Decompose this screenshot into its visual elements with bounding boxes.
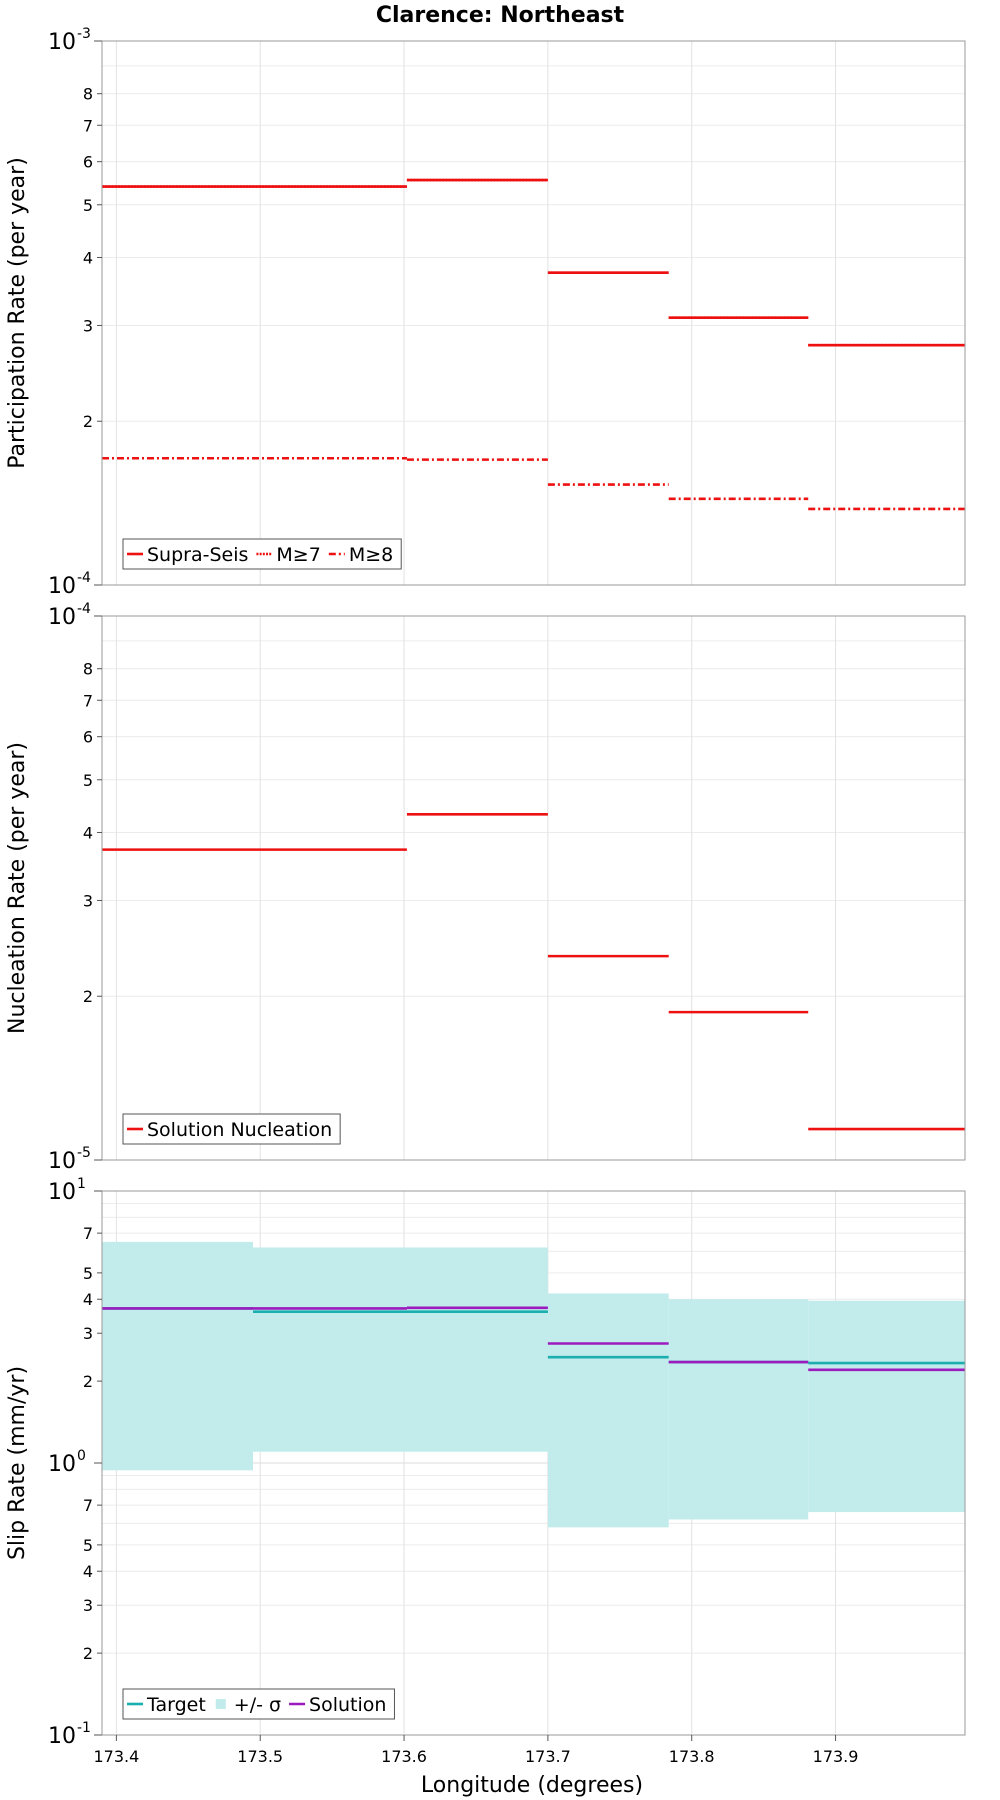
y-tick-label: 5 — [83, 771, 93, 790]
y-decade-exponent: -1 — [77, 1720, 91, 1736]
y-axis-label: Slip Rate (mm/yr) — [5, 1366, 30, 1560]
legend-box — [122, 1113, 341, 1145]
legend-item: +/- σ — [234, 1694, 281, 1716]
y-tick-label: 2 — [83, 1644, 93, 1663]
y-tick-label: 3 — [83, 1596, 93, 1615]
legend-item: M≥8 — [349, 544, 393, 566]
x-tick-label: 173.8 — [669, 1747, 715, 1766]
y-decade-exponent: -4 — [77, 601, 91, 617]
x-tick-label: 173.9 — [813, 1747, 859, 1766]
plot-frame — [101, 40, 966, 586]
y-decade-exponent: -4 — [77, 570, 91, 586]
x-tick-label: 173.6 — [381, 1747, 427, 1766]
chart-title: Clarence: Northeast — [376, 3, 625, 28]
sigma-band-segment — [668, 1299, 809, 1520]
y-tick-label: 8 — [83, 85, 93, 104]
y-tick-label: 2 — [83, 412, 93, 431]
y-decade-label: 10 — [48, 30, 76, 55]
y-tick-label: 5 — [83, 196, 93, 215]
x-axis-label: Longitude (degrees) — [421, 1773, 643, 1798]
y-tick-label: 7 — [83, 1496, 93, 1515]
y-tick-label: 2 — [83, 1372, 93, 1391]
legend-item: Supra-Seis — [147, 544, 248, 566]
y-tick-label: 4 — [83, 1562, 93, 1581]
legend: Target +/- σ Solution — [122, 1688, 395, 1720]
legend-item: Solution Nucleation — [147, 1119, 332, 1141]
y-tick-label: 6 — [83, 153, 93, 172]
legend-box — [122, 538, 402, 570]
y-tick-label: 5 — [83, 1536, 93, 1555]
y-decade-label: 10 — [48, 1724, 76, 1749]
legend-item: Target — [146, 1694, 206, 1716]
sigma-band-segment — [102, 1241, 254, 1471]
plot-area — [102, 616, 965, 1160]
sigma-band-segment — [253, 1247, 548, 1452]
y-tick-label: 8 — [83, 660, 93, 679]
legend-item: M≥7 — [276, 544, 320, 566]
legend-item: Solution — [309, 1694, 386, 1716]
y-axis-label: Nucleation Rate (per year) — [5, 742, 30, 1034]
y-decade-label: 10 — [48, 574, 76, 599]
legend: Solution Nucleation — [122, 1113, 341, 1145]
y-tick-label: 3 — [83, 316, 93, 335]
y-tick-label: 7 — [83, 116, 93, 135]
x-tick-label: 173.4 — [93, 1747, 139, 1766]
y-decade-exponent: -5 — [77, 1145, 91, 1161]
y-tick-label: 5 — [83, 1264, 93, 1283]
legend: Supra-Seis M≥7 M≥8 — [122, 538, 402, 570]
sigma-band-segment — [808, 1300, 965, 1513]
y-tick-label: 6 — [83, 728, 93, 747]
legend-box — [122, 1688, 395, 1720]
y-decade-label: 10 — [48, 1180, 76, 1205]
y-decade-label: 10 — [48, 1149, 76, 1174]
y-tick-label: 4 — [83, 823, 93, 842]
y-tick-label: 7 — [83, 1224, 93, 1243]
legend-swatch — [215, 1699, 226, 1709]
y-tick-label: 4 — [83, 1290, 93, 1309]
y-tick-label: 3 — [83, 891, 93, 910]
y-decade-label: 10 — [48, 605, 76, 630]
y-decade-exponent: -3 — [77, 26, 91, 42]
y-tick-label: 2 — [83, 987, 93, 1006]
y-tick-label: 4 — [83, 248, 93, 267]
y-decade-exponent: 1 — [77, 1176, 86, 1192]
plot-area — [102, 41, 965, 585]
x-tick-label: 173.5 — [237, 1747, 283, 1766]
y-tick-label: 3 — [83, 1324, 93, 1343]
plot-frame — [101, 615, 966, 1161]
sigma-band-segment — [547, 1293, 669, 1528]
y-decade-label: 10 — [48, 1452, 76, 1477]
y-tick-label: 7 — [83, 691, 93, 710]
x-tick-label: 173.7 — [525, 1747, 571, 1766]
y-decade-exponent: 0 — [77, 1448, 86, 1464]
y-axis-label: Participation Rate (per year) — [5, 157, 30, 469]
